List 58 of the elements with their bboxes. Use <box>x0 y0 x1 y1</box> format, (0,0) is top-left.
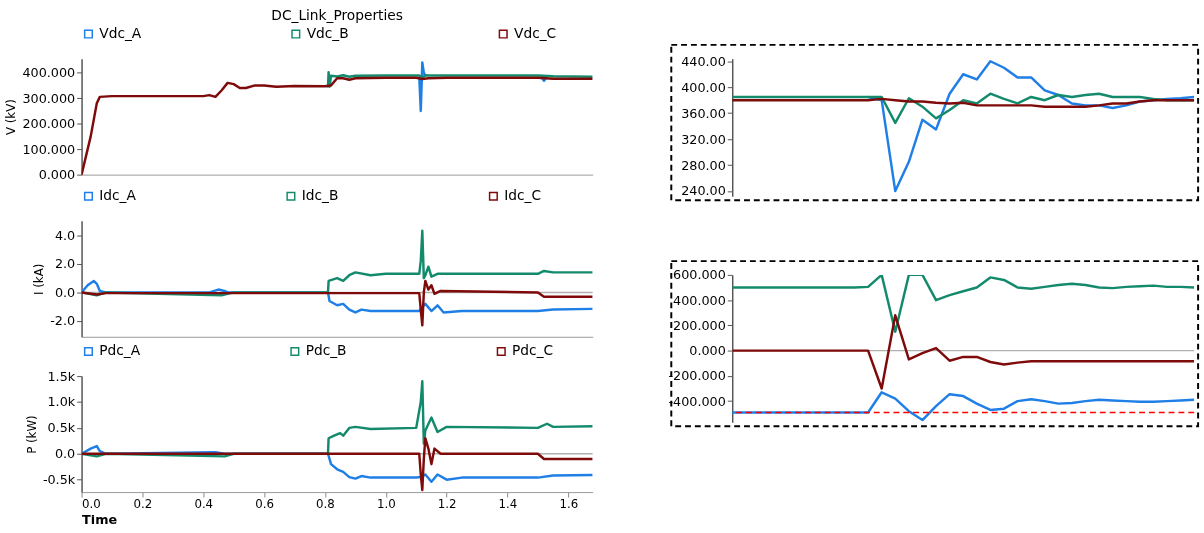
line-series <box>732 314 1195 390</box>
y-tick-label: 600.000 <box>673 267 726 283</box>
legend-label: Pdc_A <box>99 342 141 359</box>
y-axis-title: V (kV) <box>4 99 19 136</box>
y-tick-label: 320.00 <box>681 131 726 147</box>
y-tick-label: -0.5k <box>42 472 76 488</box>
chart-title: DC_Link_Properties <box>271 7 403 24</box>
line-series <box>732 274 1195 333</box>
y-tick-label: 1.5k <box>47 368 76 384</box>
y-tick-label: -2.0 <box>50 313 76 329</box>
x-tick-label: 1.6 <box>559 497 579 512</box>
y-tick-label: 300.000 <box>22 90 76 106</box>
line-series <box>325 70 593 88</box>
legend-label: Vdc_A <box>99 25 142 42</box>
line-series <box>81 437 593 492</box>
x-tick-label: 1.4 <box>498 497 518 512</box>
x-tick-label: 1.2 <box>437 497 457 512</box>
line-series <box>81 279 593 327</box>
x-tick-label: 0.6 <box>255 497 274 512</box>
y-tick-label: 400.00 <box>681 79 726 95</box>
y-tick-label: 0.0 <box>54 446 76 462</box>
y-tick-label: 0.000 <box>38 167 76 183</box>
y-tick-label: 4.0 <box>54 227 76 243</box>
x-tick-label: 1.0 <box>376 497 396 512</box>
y-tick-label: 200.000 <box>22 116 76 132</box>
legend-label: Idc_C <box>504 187 542 204</box>
x-tick-label: 0.2 <box>133 497 153 512</box>
y-tick-label: 280.00 <box>681 157 726 173</box>
x-tick-label: 0.8 <box>316 497 335 512</box>
y-tick-label: 0.5k <box>47 420 76 436</box>
x-tick-label: 0.4 <box>194 497 214 512</box>
legend-label: Idc_B <box>301 187 339 204</box>
y-tick-label: 400.000 <box>673 292 726 308</box>
y-tick-label: 360.00 <box>681 105 726 121</box>
legend-label: Vdc_B <box>306 25 349 42</box>
legend-label: Pdc_C <box>512 342 554 359</box>
y-tick-label: 400.000 <box>22 65 76 81</box>
line-series <box>732 97 1195 108</box>
y-tick-label: 240.00 <box>681 183 726 199</box>
y-tick-label: 440.00 <box>681 53 726 69</box>
line-series <box>732 391 1195 422</box>
legend-label: Pdc_B <box>305 342 347 359</box>
y-tick-label: 200.000 <box>673 317 726 333</box>
y-axis-title: I (kA) <box>32 263 47 295</box>
y-axis-title: P (kW) <box>24 415 39 454</box>
line-series <box>81 76 593 175</box>
y-tick-label: 100.000 <box>22 141 76 157</box>
legend-label: Idc_A <box>99 187 137 204</box>
y-tick-label: 1.0k <box>47 394 76 410</box>
y-tick-label: -400.000 <box>668 393 726 409</box>
legend-label: Vdc_C <box>514 25 557 42</box>
x-tick-label: 0.0 <box>82 497 101 512</box>
y-tick-label: 0.0 <box>54 284 76 300</box>
y-tick-label: 0.000 <box>689 343 726 359</box>
y-tick-label: -200.000 <box>668 368 726 384</box>
y-tick-label: 2.0 <box>54 256 76 272</box>
line-series <box>866 60 1195 193</box>
x-axis-title: Time <box>82 512 118 528</box>
